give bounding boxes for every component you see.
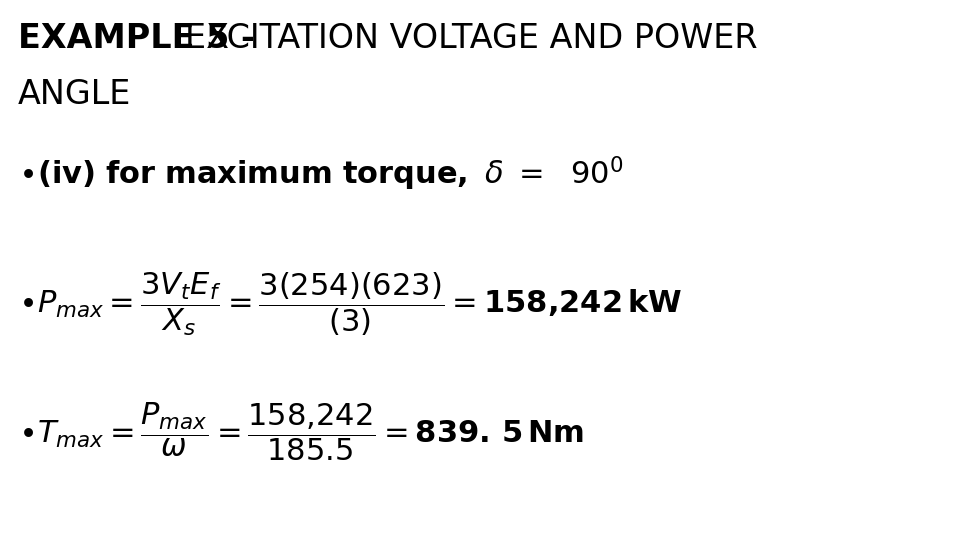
Text: $\bullet P_{max} = \dfrac{3V_t E_f}{X_s} = \dfrac{3(254)(623)}{(3)} = \mathbf{15: $\bullet P_{max} = \dfrac{3V_t E_f}{X_s}…: [18, 270, 683, 338]
Text: $\bullet\mathbf{(iv)\ for\ maximum\ torque,\ }\delta\ =\ \ 90^0$: $\bullet\mathbf{(iv)\ for\ maximum\ torq…: [18, 155, 623, 193]
Text: EXCITATION VOLTAGE AND POWER: EXCITATION VOLTAGE AND POWER: [185, 22, 757, 55]
Text: $\bullet T_{max} = \dfrac{P_{max}}{\omega} = \dfrac{158{,}242}{185.5} = \mathbf{: $\bullet T_{max} = \dfrac{P_{max}}{\omeg…: [18, 400, 584, 463]
Text: EXAMPLE 5 -: EXAMPLE 5 -: [18, 22, 266, 55]
Text: ANGLE: ANGLE: [18, 78, 132, 111]
